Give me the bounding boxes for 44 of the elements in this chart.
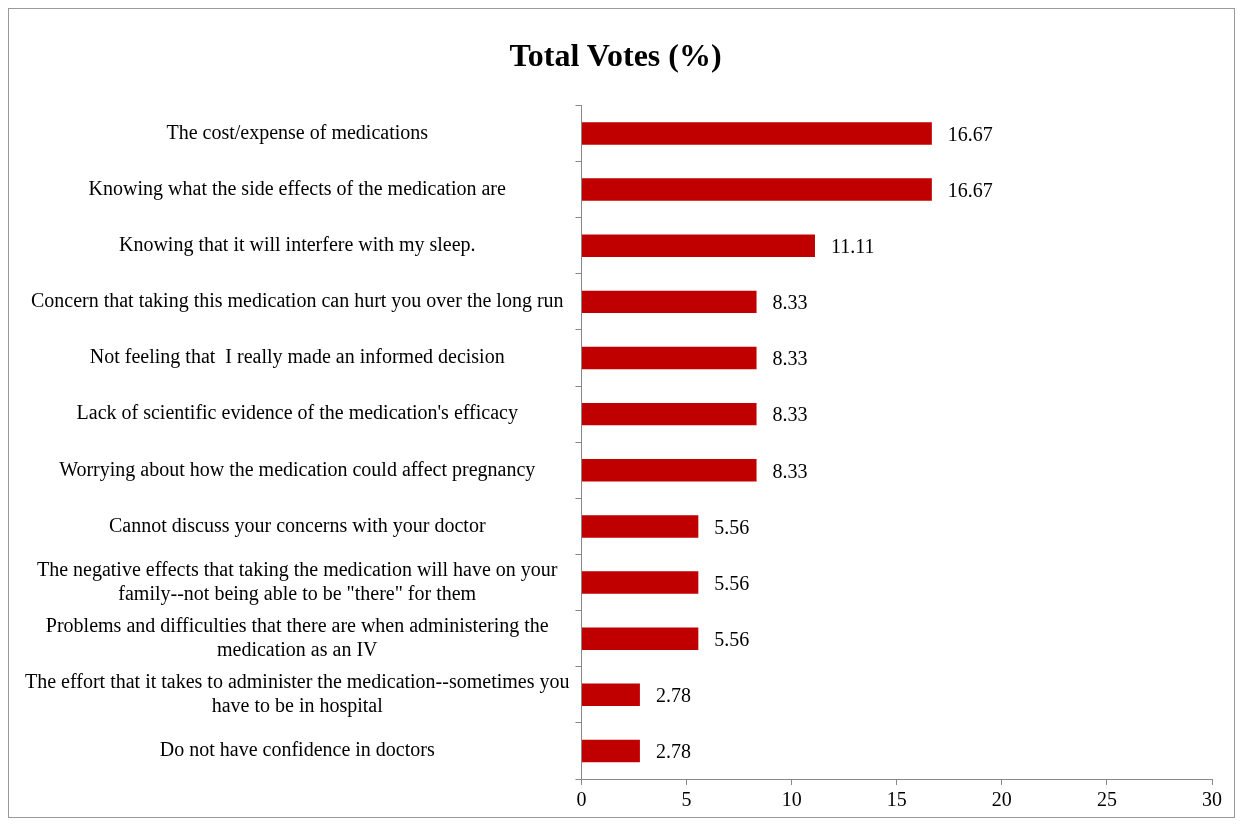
x-tick-label: 5 <box>681 788 692 811</box>
bar <box>581 683 640 707</box>
data-label: 5.56 <box>714 627 750 650</box>
x-tick-label: 30 <box>1202 788 1222 811</box>
bar <box>581 346 757 370</box>
data-label: 8.33 <box>772 459 808 482</box>
y-tick-label: Worrying about how the medication could affect pregnancy <box>59 457 536 481</box>
x-tick-label: 25 <box>1096 788 1117 811</box>
data-label: 5.56 <box>714 571 750 594</box>
y-tick-label: Concern that taking this medication can hurt you over the long run <box>30 289 564 313</box>
data-label: 11.11 <box>830 234 875 257</box>
x-tick-label: 10 <box>781 788 802 811</box>
data-label: 16.67 <box>947 122 993 145</box>
bar <box>581 571 699 594</box>
data-label: 16.67 <box>947 178 993 201</box>
data-label: 8.33 <box>772 347 808 370</box>
data-label: 2.78 <box>655 684 691 707</box>
data-label: 8.33 <box>772 291 808 314</box>
x-tick-label: 0 <box>576 788 587 811</box>
x-tick-label: 20 <box>991 788 1012 811</box>
x-tick-label: 15 <box>886 788 907 811</box>
y-tick-label: Knowing what the side effects of the medication are <box>88 176 506 200</box>
y-tick-label: The effort that it takes to administer the medication--sometimes you have to be in hospital <box>25 670 570 718</box>
y-tick-label: The cost/expense of medications <box>166 120 429 144</box>
bar <box>581 178 932 201</box>
bar <box>581 739 640 763</box>
bar <box>581 122 932 145</box>
y-tick-label: Knowing that it will interfere with my sleep. <box>118 232 476 256</box>
data-label: 5.56 <box>714 515 750 538</box>
chart-title: Total Votes (%) <box>509 37 722 74</box>
y-tick-label: Problems and difficulties that there are when administering the medication as an IV <box>45 613 549 660</box>
y-tick-label: Not feeling that I really made an informed decision <box>89 345 505 369</box>
y-tick-label: The negative effects that taking the medication will have on your family--not being able to be "there" for them <box>36 557 558 605</box>
data-label: 8.33 <box>772 403 808 426</box>
bar <box>581 402 757 426</box>
bar <box>581 290 757 314</box>
y-tick-label: Lack of scientific evidence of the medication's efficacy <box>76 401 518 425</box>
bar <box>581 515 699 538</box>
bar <box>581 459 757 482</box>
y-tick-label: Cannot discuss your concerns with your doctor <box>108 513 486 537</box>
data-label: 2.78 <box>655 740 691 763</box>
bar <box>581 627 699 650</box>
y-tick-label: Do not have confidence in doctors <box>159 738 435 761</box>
bar <box>581 234 815 257</box>
